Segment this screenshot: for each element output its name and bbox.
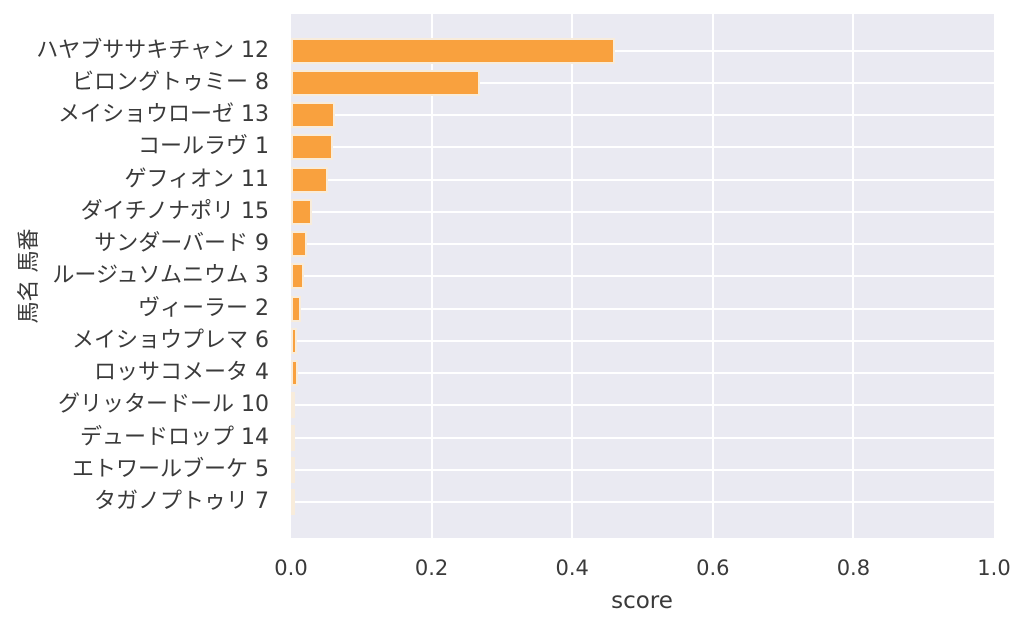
bar-9 [291, 327, 297, 354]
x-tick-label-0.6: 0.6 [696, 556, 730, 580]
y-tick-label-2: メイショウローゼ 13 [58, 102, 269, 127]
bar-1 [291, 69, 481, 96]
y-tick-label-5: ダイチノナポリ 15 [80, 198, 269, 224]
y-tick-label-14: タガノプトゥリ 7 [94, 489, 269, 514]
y-gridline [291, 81, 994, 84]
x-tick-label-0.0: 0.0 [274, 556, 308, 580]
x-tick-label-0.4: 0.4 [555, 556, 589, 580]
y-gridline [291, 275, 994, 278]
bar-0 [291, 37, 615, 64]
y-gridline [291, 436, 994, 439]
y-gridline [291, 372, 994, 374]
y-gridline [291, 339, 994, 342]
bar-14 [291, 489, 295, 515]
y-tick-label-6: サンダーバード 9 [94, 231, 269, 256]
y-tick-label-0: ハヤブササキチャン 12 [36, 37, 269, 63]
y-gridline [291, 178, 994, 181]
y-tick-label-4: ゲフィオン 11 [124, 166, 269, 192]
y-gridline [291, 146, 994, 149]
y-tick-label-11: グリッタードール 10 [58, 392, 269, 418]
x-axis-title: score [611, 588, 673, 614]
bar-7 [291, 263, 304, 290]
y-gridline [291, 468, 994, 471]
y-tick-label-1: ビロングトゥミー 8 [72, 69, 269, 95]
y-gridline [291, 114, 994, 116]
y-gridline [291, 210, 994, 213]
bar-10 [291, 360, 298, 386]
plot-area [291, 14, 994, 538]
y-tick-label-13: エトワールブーケ 5 [72, 456, 269, 482]
bar-8 [291, 295, 302, 322]
y-gridline [291, 49, 994, 52]
y-tick-label-8: ヴィーラー 2 [138, 295, 269, 321]
y-tick-label-9: メイショウプレマ 6 [72, 327, 269, 353]
bar-11 [291, 392, 296, 419]
x-tick-label-0.8: 0.8 [836, 556, 871, 580]
x-tick-label-1.0: 1.0 [977, 556, 1011, 580]
y-tick-label-10: ロッサコメータ 4 [94, 360, 269, 385]
y-gridline [291, 243, 994, 245]
y-tick-label-3: コールラヴ 1 [138, 134, 269, 160]
bar-6 [291, 231, 308, 257]
bar-5 [291, 198, 312, 225]
bar-4 [291, 166, 328, 193]
bar-12 [291, 424, 295, 451]
bar-3 [291, 134, 333, 161]
y-gridline [291, 501, 994, 503]
bar-13 [291, 456, 295, 483]
bar-2 [291, 102, 336, 128]
y-tick-label-12: デュードロップ 14 [80, 424, 269, 450]
y-gridline [291, 404, 994, 407]
x-tick-label-0.2: 0.2 [414, 556, 449, 580]
y-tick-label-7: ルージュソムニウム 3 [52, 263, 269, 289]
y-gridline [291, 307, 994, 310]
